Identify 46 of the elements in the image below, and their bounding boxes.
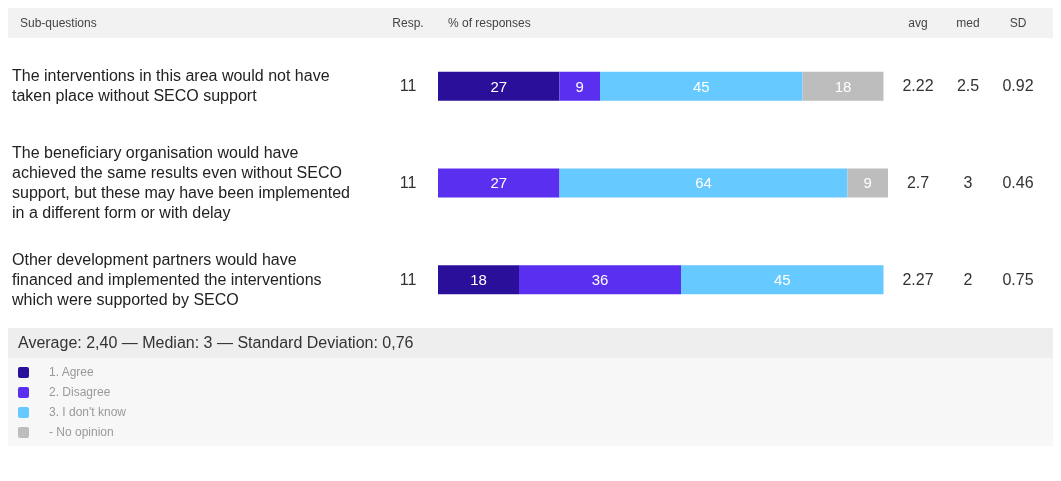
text: 2.7 [905,174,931,192]
text: Resp. [391,16,425,30]
y-axis-title: Sub-questions [20,16,97,30]
text: 2.22 [901,77,935,96]
bar [559,71,600,101]
data-label: 45 [692,77,710,95]
legend-label: 3. I don't know [48,404,127,421]
text: 0.75 [1001,270,1035,289]
data-label: 18 [834,77,852,95]
text: Average: 2,40 — Median: 3 — Standard Deviation: 0,76 [8,328,1053,358]
text: 11 [398,174,418,192]
data-label: 9 [863,174,872,192]
y-tick-label: Other development partners would have financed and implemented the interventions which were supported by SECO [12,249,323,310]
data-label: 45 [773,270,791,288]
legend-label: - No opinion [48,424,115,441]
legend-label: 2. Disagree [48,384,112,401]
data-label: 27 [490,174,508,192]
bar [519,265,681,295]
bar [802,71,884,101]
text: 11 [398,270,418,289]
data-label: 36 [591,270,609,288]
data-label: 9 [575,77,584,95]
text: 2.27 [901,270,935,289]
text: 2.5 [955,77,981,96]
text: SD [1008,16,1028,30]
x-axis-title: % of responses [448,16,531,30]
data-label: 64 [695,174,712,192]
text: 11 [398,77,418,96]
text: 2 [962,270,974,289]
text: 0.92 [1001,77,1035,96]
text: 3 [962,174,974,192]
y-tick-label: The beneficiary organisation would have achieved the same results even without SECO support, but these may have been implemented in a different form or with delay [12,143,351,223]
text: med [955,16,981,30]
data-label: 18 [470,270,487,288]
bar [681,265,884,295]
y-tick-label: The interventions in this area would not have taken place without SECO support [12,66,331,107]
bar [438,168,560,198]
text: 0.46 [1001,174,1035,192]
bar [438,71,560,101]
legend-label: 1. Agree [48,364,95,381]
data-label: 27 [490,77,508,95]
bar [847,168,888,198]
bar [438,265,519,295]
bar [600,71,803,101]
bar [559,168,848,198]
text: avg [907,16,929,30]
